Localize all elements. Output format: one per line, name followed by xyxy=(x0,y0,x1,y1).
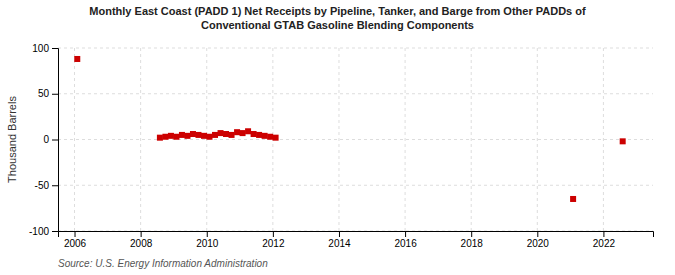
tick-label: 2010 xyxy=(196,238,219,249)
grid-line-x xyxy=(140,48,141,231)
grid-line-x xyxy=(471,48,472,231)
tick: 2010 xyxy=(196,231,219,249)
point xyxy=(195,132,201,138)
tick: 2008 xyxy=(130,231,153,249)
point xyxy=(256,132,262,138)
tick-mark xyxy=(207,231,208,237)
point xyxy=(251,131,257,137)
tick: 2006 xyxy=(64,231,87,249)
tick: 2012 xyxy=(262,231,285,249)
point xyxy=(184,133,190,139)
tick: -100 xyxy=(29,226,58,237)
grid-line-x xyxy=(405,48,406,231)
tick: -50 xyxy=(35,180,58,191)
plot: 2006 2008 2010 2012 2014 2016 2018 2020 2022 -100… xyxy=(29,43,654,249)
tick-label: 2018 xyxy=(461,238,484,249)
grid xyxy=(58,48,653,231)
tick: 0 xyxy=(43,134,58,145)
grid-line-x xyxy=(603,48,604,231)
point xyxy=(179,132,185,138)
tick-mark xyxy=(75,231,76,237)
point xyxy=(168,133,174,139)
grid-line-x xyxy=(537,48,538,231)
points xyxy=(74,56,625,202)
chart: Monthly East Coast (PADD 1) Net Receipts… xyxy=(0,0,675,275)
tick-label: 2020 xyxy=(527,238,550,249)
axis-line xyxy=(59,232,654,238)
point xyxy=(206,134,212,140)
point xyxy=(273,135,279,141)
tick-mark xyxy=(273,231,274,237)
point xyxy=(201,133,207,139)
point xyxy=(240,130,246,136)
tick-mark xyxy=(339,231,340,237)
point xyxy=(190,131,196,137)
point xyxy=(74,56,80,62)
source: Source: U.S. Energy Information Administ… xyxy=(58,258,268,269)
tick: 2014 xyxy=(328,231,351,249)
tick: 2020 xyxy=(527,231,550,249)
tick-label: 2006 xyxy=(64,238,87,249)
tick-label: -100 xyxy=(29,226,49,237)
tick: 2022 xyxy=(593,231,616,249)
tick: 2016 xyxy=(394,231,417,249)
tick-label: -50 xyxy=(35,180,50,191)
tick-mark xyxy=(603,231,604,237)
point xyxy=(229,132,235,138)
point xyxy=(212,132,218,138)
title: Monthly East Coast (PADD 1) Net Receipts… xyxy=(89,5,586,31)
point xyxy=(262,133,268,139)
tick-label: 50 xyxy=(38,88,50,99)
tick: 50 xyxy=(38,88,58,99)
tick-label: 2008 xyxy=(130,238,153,249)
tick-mark xyxy=(52,140,58,141)
grid-line-x xyxy=(74,48,75,231)
tick-label: 2016 xyxy=(394,238,417,249)
tick-label: 0 xyxy=(43,134,49,145)
tick-mark xyxy=(52,185,58,186)
grid-line-y xyxy=(58,93,653,94)
y-axis: -100 -50 0 50 100 xyxy=(29,43,59,237)
point xyxy=(620,138,626,144)
point xyxy=(162,134,168,140)
grid-line-x xyxy=(338,48,339,231)
tick-mark xyxy=(141,231,142,237)
grid-line-y xyxy=(58,185,653,186)
point xyxy=(267,134,273,140)
tick-mark xyxy=(405,231,406,237)
tick-label: 2012 xyxy=(262,238,285,249)
tick-label: 100 xyxy=(32,43,49,54)
tick-mark xyxy=(52,48,58,49)
point xyxy=(218,130,224,136)
axis-line xyxy=(52,49,59,232)
grid-line-y xyxy=(58,139,653,140)
point xyxy=(234,129,240,135)
tick: 100 xyxy=(32,43,58,54)
tick-label: 2014 xyxy=(328,238,351,249)
tick-mark xyxy=(537,231,538,237)
tick: 2018 xyxy=(461,231,484,249)
title-line: Monthly East Coast (PADD 1) Net Receipts… xyxy=(89,5,586,17)
x-axis: 2006 2008 2010 2012 2014 2016 2018 2020 2022 xyxy=(59,231,654,249)
title-line: Conventional GTAB Gasoline Blending Comp… xyxy=(201,19,474,31)
point xyxy=(570,196,576,202)
tick-mark xyxy=(471,231,472,237)
tick-label: 2022 xyxy=(593,238,616,249)
grid-line-y xyxy=(58,48,653,49)
point xyxy=(245,128,251,134)
y-axis-title: Thousand Barrels xyxy=(6,96,18,183)
point xyxy=(173,134,179,140)
tick-mark xyxy=(52,94,58,95)
point xyxy=(157,135,163,141)
point xyxy=(223,131,229,137)
tick-mark xyxy=(52,231,58,232)
